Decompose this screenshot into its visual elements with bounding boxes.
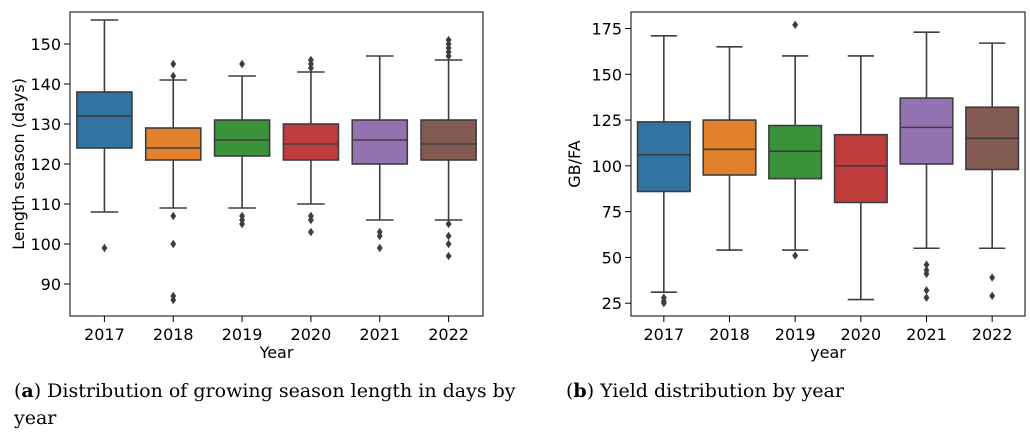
x-tick-label: 2020 (291, 325, 332, 344)
y-tick-label: 110 (30, 195, 61, 214)
caption-b: (b) Yield distribution by year (566, 380, 844, 402)
x-tick-label: 2020 (840, 325, 881, 344)
outlier-point (792, 251, 799, 260)
outlier-point (989, 273, 996, 282)
y-tick-label: 130 (30, 115, 61, 134)
outlier-point (307, 227, 314, 237)
box-2019 (768, 20, 823, 260)
box-body (702, 119, 757, 176)
outlier-point (923, 293, 930, 302)
x-tick-label: 2022 (428, 325, 469, 344)
y-tick-label: 90 (41, 275, 61, 294)
chart-panel-a: 90 100 110 120 130 140 150 2017 2018 2019 2020 2021… (9, 11, 484, 362)
plot-frame (69, 11, 484, 317)
outlier-point (170, 211, 177, 221)
y-tick-label: 100 (591, 157, 622, 176)
x-axis-label: year (810, 343, 846, 362)
box-2017 (76, 19, 133, 253)
outlier-point (445, 239, 452, 249)
y-tick-label: 150 (30, 35, 61, 54)
outlier-point (170, 295, 177, 305)
x-tick-label: 2019 (775, 325, 816, 344)
outlier-point (792, 20, 799, 30)
outlier-point (307, 215, 314, 225)
outlier-point (170, 71, 177, 81)
box-body (636, 121, 691, 193)
x-tick-label: 2021 (359, 325, 400, 344)
figure: 90 100 110 120 130 140 150 2017 2018 2019 2020 2021… (9, 11, 1026, 362)
outlier-point (445, 219, 452, 229)
box-2019 (213, 59, 271, 229)
outlier-point (307, 55, 314, 65)
x-tick-label: 2018 (709, 325, 750, 344)
box-body (899, 97, 954, 165)
x-tick-label: 2017 (84, 325, 125, 344)
box-body (768, 124, 823, 180)
outlier-point (170, 239, 177, 249)
box-2021 (899, 31, 954, 302)
x-tick-label: 2019 (222, 325, 263, 344)
x-tick-label: 2018 (153, 325, 194, 344)
box-2018 (702, 45, 757, 251)
outlier-point (101, 243, 108, 253)
box-2020 (833, 55, 888, 301)
box-2022 (965, 42, 1020, 301)
plot-frame (630, 11, 1026, 317)
y-tick-label: 25 (602, 294, 622, 313)
y-tick-label: 75 (602, 203, 622, 222)
y-tick-label: 100 (30, 235, 61, 254)
outlier-point (376, 243, 383, 253)
outlier-point (239, 219, 246, 229)
outlier-point (923, 286, 930, 295)
outlier-point (170, 59, 177, 69)
chart-panel-b: 25 50 75 100 125 150 175 2017 2018 2019 2020 2021 20… (565, 11, 1026, 362)
outlier-point (923, 260, 930, 269)
box-body (833, 133, 888, 204)
outlier-point (445, 35, 452, 45)
box-body (213, 119, 271, 157)
caption-a: (a) Distribution of growing season lengt… (14, 380, 516, 429)
box-body (420, 119, 477, 161)
y-tick-label: 175 (591, 19, 622, 38)
box-2021 (351, 55, 409, 253)
box-2018 (144, 59, 202, 305)
outlier-point (989, 291, 996, 301)
box-2017 (636, 35, 691, 308)
y-tick-label: 150 (591, 65, 622, 84)
y-tick-label: 140 (30, 75, 61, 94)
box-body (351, 119, 409, 165)
x-tick-label: 2022 (972, 325, 1013, 344)
x-tick-label: 2017 (643, 325, 684, 344)
outlier-point (445, 231, 452, 241)
outlier-point (239, 59, 246, 69)
x-axis-label: Year (259, 343, 294, 362)
outlier-point (660, 298, 667, 308)
y-axis-label: GB/FA (565, 140, 584, 188)
box-body (144, 127, 202, 161)
box-2020 (282, 55, 340, 237)
y-axis-label: Length season (days) (9, 78, 28, 250)
outlier-point (445, 251, 452, 261)
x-tick-label: 2021 (906, 325, 947, 344)
outlier-point (376, 231, 383, 241)
y-tick-label: 50 (602, 248, 622, 267)
box-2022 (420, 35, 477, 261)
box-body (282, 123, 340, 161)
box-body (76, 91, 133, 149)
outlier-point (923, 269, 930, 279)
y-tick-label: 125 (591, 111, 622, 130)
y-tick-label: 120 (30, 155, 61, 174)
